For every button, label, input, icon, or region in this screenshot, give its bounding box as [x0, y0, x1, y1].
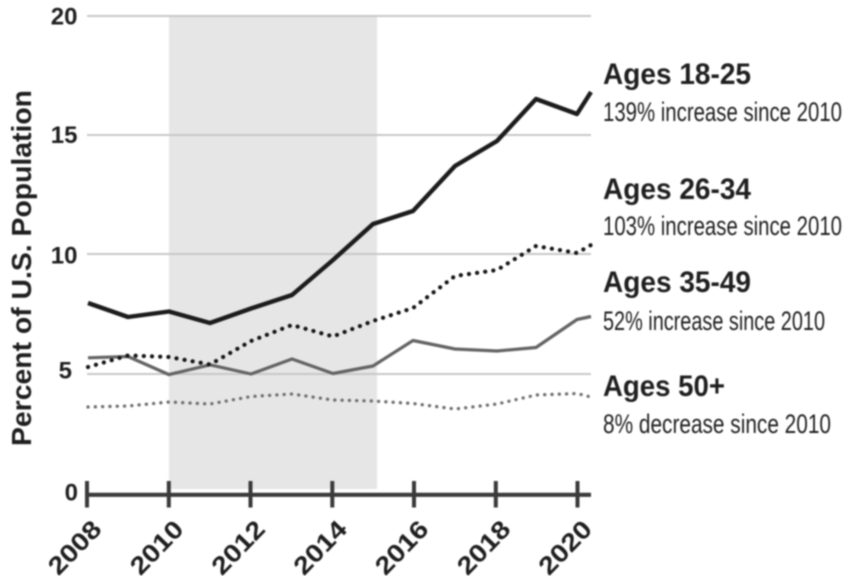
svg-text:Ages 18-25: Ages 18-25: [603, 58, 751, 91]
svg-text:Ages 26-34: Ages 26-34: [603, 173, 751, 206]
svg-text:20: 20: [51, 4, 78, 31]
svg-text:103% increase since 2010: 103% increase since 2010: [603, 211, 842, 241]
svg-text:Percent of U.S. Population: Percent of U.S. Population: [6, 90, 37, 446]
svg-text:Ages 35-49: Ages 35-49: [603, 266, 751, 299]
svg-text:52% increase since 2010: 52% increase since 2010: [603, 306, 825, 336]
svg-text:139% increase since 2010: 139% increase since 2010: [603, 97, 842, 127]
svg-text:15: 15: [51, 122, 78, 149]
svg-text:8% decrease since 2010: 8% decrease since 2010: [603, 409, 831, 439]
svg-text:Ages 50+: Ages 50+: [603, 370, 725, 403]
svg-text:5: 5: [59, 358, 72, 385]
svg-text:0: 0: [65, 480, 78, 507]
svg-text:10: 10: [51, 243, 78, 270]
